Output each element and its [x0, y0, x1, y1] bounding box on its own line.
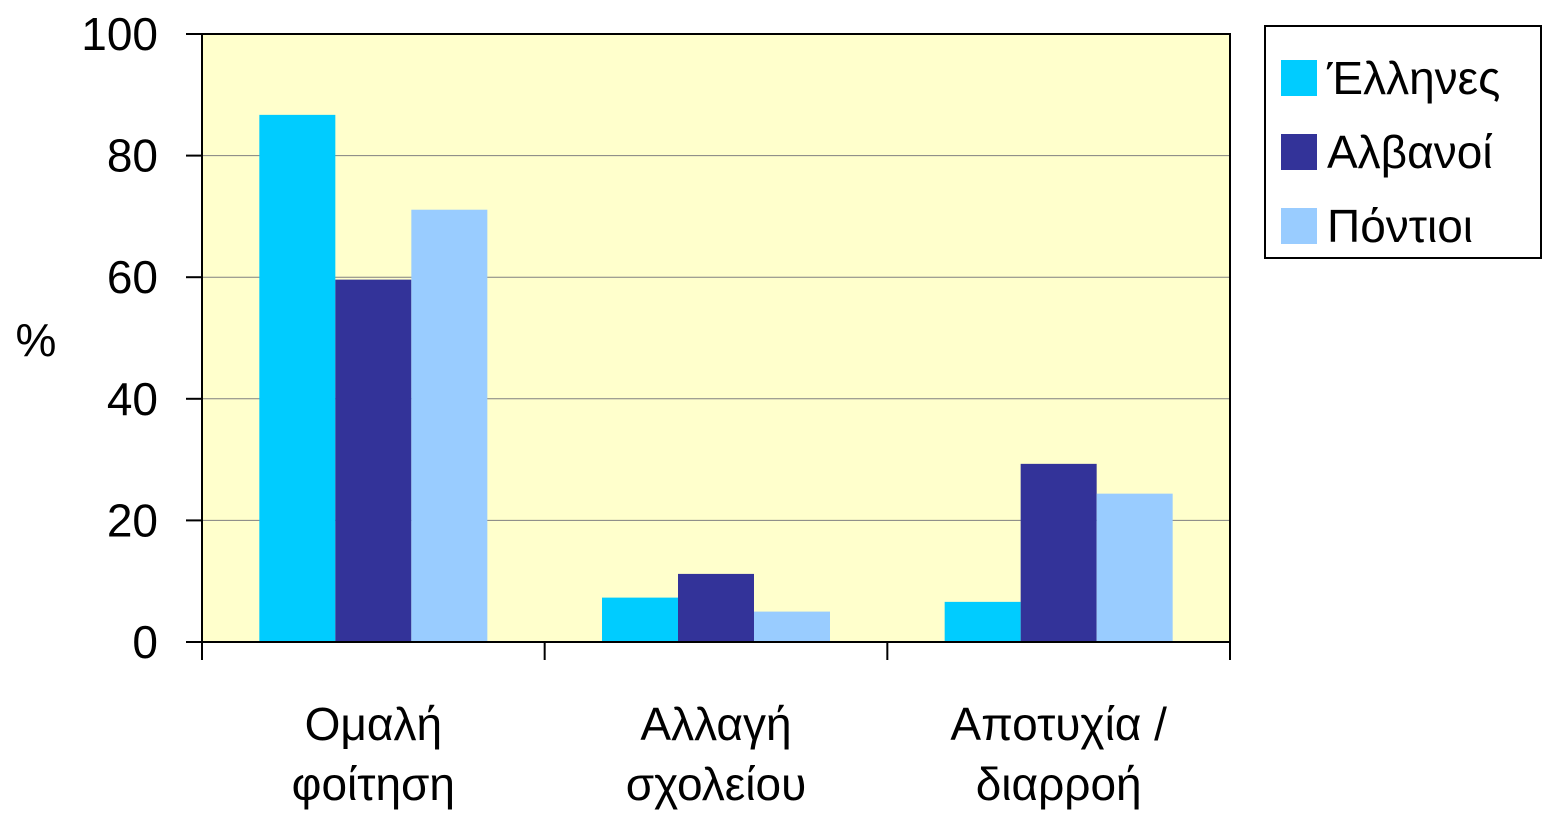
bar	[411, 209, 488, 642]
y-tick-label: 60	[107, 251, 158, 303]
bar	[259, 114, 336, 642]
y-axis-ticks: 0 20 40 60 80 100	[81, 8, 202, 668]
legend-swatch	[1281, 208, 1317, 244]
x-category-label: Αλλαγή σχολείου	[626, 698, 806, 810]
y-tick-label: 80	[107, 130, 158, 182]
axes	[201, 34, 1231, 660]
bar	[678, 573, 754, 642]
x-category-label: Ομαλή φοίτηση	[292, 698, 455, 810]
bar	[944, 601, 1021, 642]
bar	[602, 597, 678, 642]
legend-swatch	[1281, 60, 1317, 96]
bar	[754, 611, 830, 642]
y-tick-label: 20	[107, 494, 158, 546]
legend-label: Αλβανοί	[1327, 126, 1493, 178]
bars	[259, 114, 1173, 642]
y-tick-label: 40	[107, 373, 158, 425]
legend-label: Έλληνες	[1326, 52, 1500, 104]
bar	[1020, 463, 1097, 642]
y-tick-label: 0	[132, 616, 158, 668]
y-axis-label: %	[16, 314, 57, 366]
y-tick-label: 100	[81, 8, 158, 60]
x-category-label: Αποτυχία / διαρροή	[950, 698, 1167, 810]
legend-label: Πόντιοι	[1327, 200, 1473, 252]
legend-swatch	[1281, 134, 1317, 170]
bar	[1096, 493, 1173, 642]
x-axis-categories: Ομαλή φοίτηση Αλλαγή σχολείου Αποτυχία / διαρ…	[292, 698, 1168, 810]
bar	[335, 279, 412, 642]
legend: Έλληνες Αλβανοί Πόντιοι	[1264, 25, 1542, 259]
